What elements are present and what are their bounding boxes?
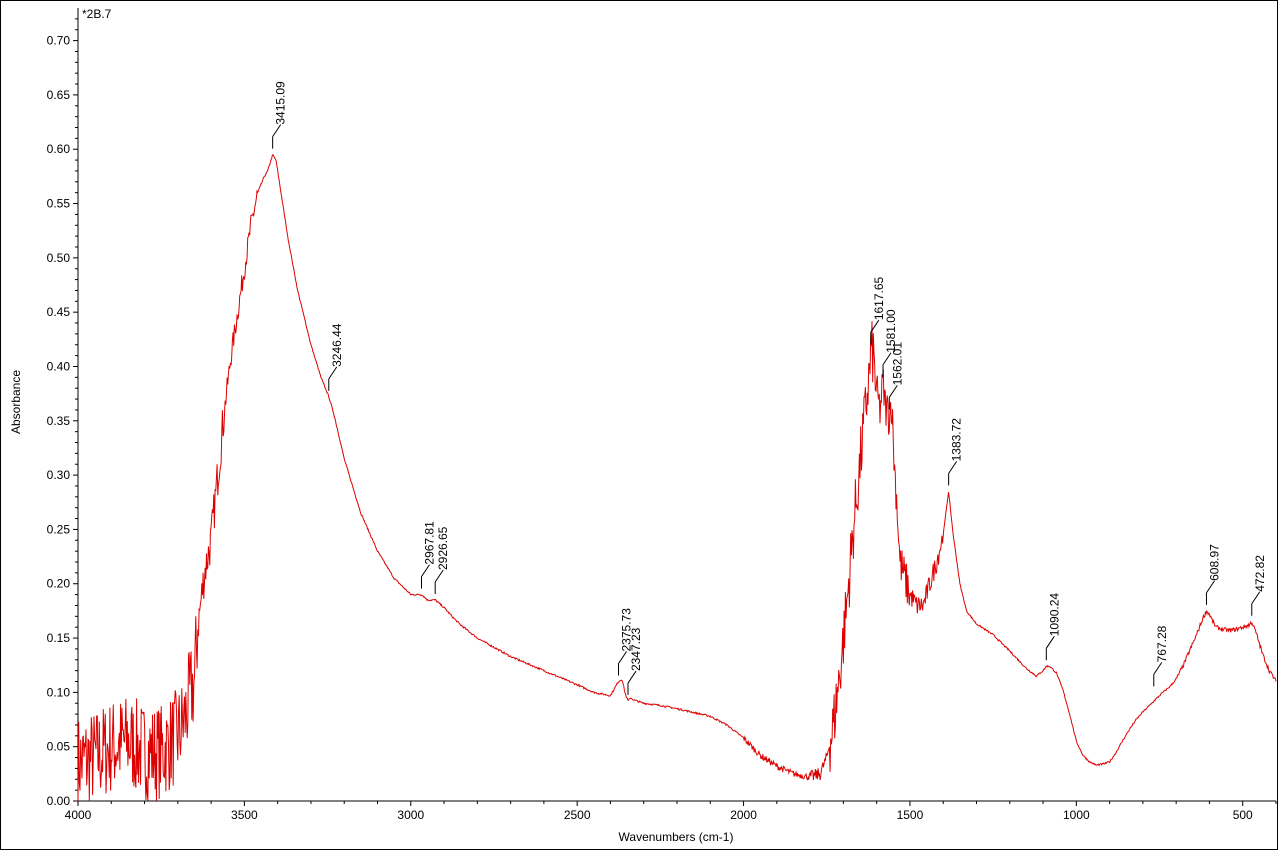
peak-leader-line <box>1045 636 1055 649</box>
peak-label: 2967.81 <box>422 521 436 565</box>
peak-leader-line <box>328 366 338 380</box>
y-tick-label: 0.15 <box>47 631 71 645</box>
x-tick-label: 3500 <box>231 808 258 822</box>
x-tick-label: 1500 <box>897 808 924 822</box>
spectrum-series-line <box>77 154 1277 802</box>
peak-label: 608.97 <box>1207 544 1221 581</box>
y-tick-label: 0.50 <box>47 251 71 265</box>
peak-label: 2926.65 <box>436 526 450 570</box>
peak-label: 2375.73 <box>620 608 634 652</box>
x-tick-label: 2000 <box>730 808 757 822</box>
y-tick-label: 0.05 <box>47 740 71 754</box>
peak-annotations: 3415.09 3246.44 2967.81 2926.65 2375.732347.… <box>272 81 1267 696</box>
x-tick-label: 3000 <box>397 808 424 822</box>
y-axis-ticks: 0.00 0.05 0.10 0.15 0.20 0.25 0.30 0.35 0.40 0.45… <box>47 18 78 808</box>
y-axis-title: Absorbance <box>9 370 23 434</box>
peak-label: 472.82 <box>1253 555 1267 592</box>
x-tick-label: 4000 <box>65 808 92 822</box>
peak-leader-line <box>870 319 880 333</box>
x-axis-ticks: 4000 3500 3000 2500 2000 1500 1000 500 <box>65 801 1277 822</box>
peak-label: 3415.09 <box>274 81 288 125</box>
y-tick-label: 0.10 <box>47 685 71 699</box>
peak-label: 1581.00 <box>884 309 898 353</box>
peak-leader-line <box>618 651 627 664</box>
peak-leader-line <box>1153 662 1163 675</box>
y-tick-label: 0.45 <box>47 305 71 319</box>
x-tick-label: 2500 <box>564 808 591 822</box>
y-tick-label: 0.20 <box>47 577 71 591</box>
peak-label: 3246.44 <box>330 323 344 367</box>
peak-label: 1562.01 <box>890 342 904 386</box>
peak-label: 2347.23 <box>629 627 643 671</box>
peak-leader-line <box>421 564 430 577</box>
peak-leader-line <box>948 461 958 474</box>
peak-leader-line <box>882 352 892 366</box>
y-tick-label: 0.55 <box>47 197 71 211</box>
plot-area: 0.00 0.05 0.10 0.15 0.20 0.25 0.30 0.35 0.40 0.45… <box>47 8 1277 822</box>
peak-leader-line <box>272 124 282 137</box>
y-tick-label: 0.30 <box>47 468 71 482</box>
peak-leader-line <box>434 569 444 583</box>
sample-label: *2B.7 <box>82 7 112 21</box>
peak-leader-line <box>1251 591 1261 605</box>
peak-label: 1383.72 <box>950 418 964 462</box>
peak-label: 1090.24 <box>1047 593 1061 637</box>
x-axis-title: Wavenumbers (cm-1) <box>619 830 734 844</box>
y-tick-label: 0.70 <box>47 34 71 48</box>
x-tick-label: 1000 <box>1063 808 1090 822</box>
peak-leader-line <box>888 385 898 398</box>
y-tick-label: 0.40 <box>47 359 71 373</box>
peak-leader-line <box>1206 580 1215 594</box>
y-tick-label: 0.35 <box>47 414 71 428</box>
y-tick-label: 0.00 <box>47 794 71 808</box>
y-tick-label: 0.25 <box>47 522 71 536</box>
y-tick-label: 0.65 <box>47 88 71 102</box>
y-tick-label: 0.60 <box>47 142 71 156</box>
peak-label: 767.28 <box>1155 625 1169 662</box>
peak-label: 1617.65 <box>872 276 886 320</box>
peak-leader-line <box>627 670 637 684</box>
x-tick-label: 500 <box>1233 808 1253 822</box>
